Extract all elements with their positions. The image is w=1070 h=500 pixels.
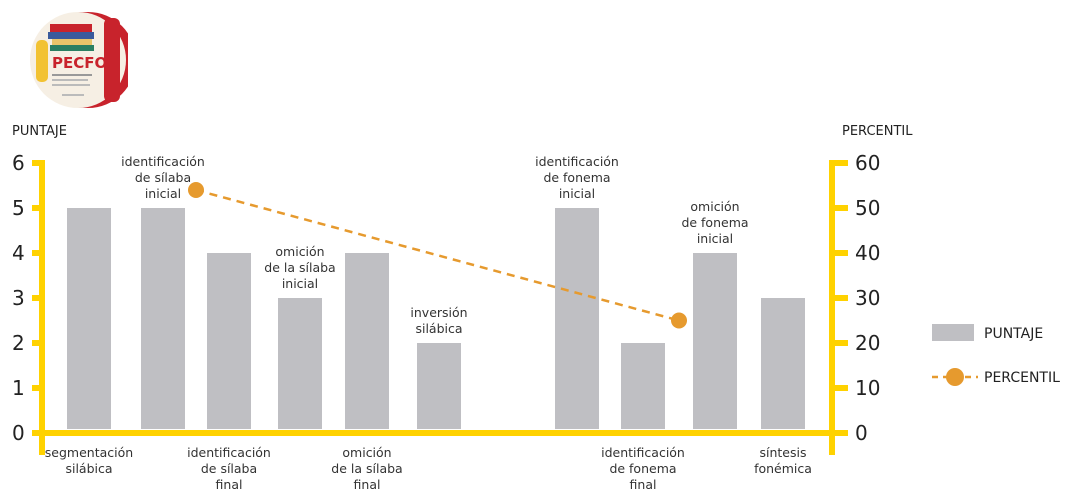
y-right-tick-label: 20	[855, 331, 880, 355]
category-labels: segmentación silábica identificación de síl…	[45, 154, 812, 492]
y-left-axis-title: PUNTAJE	[12, 124, 67, 139]
y-right-axis-title: PERCENTIL	[842, 124, 913, 139]
bar-puntaje	[278, 298, 322, 429]
category-label: identificación de sílaba final	[187, 445, 271, 492]
bar-puntaje	[693, 253, 737, 429]
pecfo-logo: PECFO	[30, 12, 128, 108]
legend-swatch-percentil-marker	[946, 368, 964, 386]
category-label: segmentación silábica	[45, 445, 133, 476]
category-label: omición de la sílaba final	[331, 445, 402, 492]
y-left-tick-label: 4	[12, 241, 25, 265]
legend-swatch-puntaje	[932, 324, 974, 341]
percentil-line	[188, 182, 687, 329]
y-left-tick-label: 2	[12, 331, 25, 355]
y-right-tick-label: 30	[855, 286, 880, 310]
category-label: identificación de fonema inicial	[535, 154, 619, 201]
legend-label-percentil: PERCENTIL	[984, 370, 1060, 386]
y-right-tick-label: 60	[855, 151, 880, 175]
bar-puntaje	[621, 343, 665, 429]
category-label: inversión silábica	[410, 305, 467, 336]
category-label: identificación de fonema final	[601, 445, 685, 492]
category-label: identificación de sílaba inicial	[121, 154, 205, 201]
percentil-dashed-line	[195, 188, 680, 322]
bar-puntaje	[761, 298, 805, 429]
bars	[67, 208, 805, 429]
y-right-tick-label: 50	[855, 196, 880, 220]
percentil-point	[671, 312, 687, 329]
y-left-tick-label: 1	[12, 376, 25, 400]
bar-puntaje	[67, 208, 111, 429]
bar-puntaje	[141, 208, 185, 429]
y-left-tick-label: 3	[12, 286, 25, 310]
y-right-tick-label: 10	[855, 376, 880, 400]
y-right-tick-label: 0	[855, 421, 868, 445]
percentil-point	[188, 182, 204, 198]
category-label: omición de la sílaba inicial	[264, 244, 335, 291]
legend: PUNTAJE PERCENTIL	[932, 324, 1060, 386]
y-right-tick-label: 40	[855, 241, 880, 265]
bar-puntaje	[555, 208, 599, 429]
category-label: síntesis fonémica	[754, 445, 812, 476]
category-label: omición de fonema inicial	[681, 199, 748, 246]
bar-puntaje	[417, 343, 461, 429]
logo-text: PECFO	[52, 54, 107, 72]
bar-puntaje	[207, 253, 251, 429]
y-left-tick-label: 0	[12, 421, 25, 445]
y-left-tick-label: 5	[12, 196, 25, 220]
bar-puntaje	[345, 253, 389, 429]
legend-label-puntaje: PUNTAJE	[984, 326, 1043, 342]
y-left-tick-label: 6	[12, 151, 25, 175]
